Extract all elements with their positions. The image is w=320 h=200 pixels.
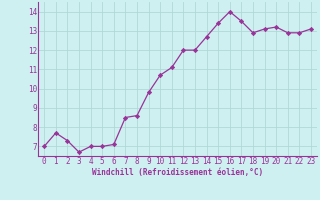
X-axis label: Windchill (Refroidissement éolien,°C): Windchill (Refroidissement éolien,°C)	[92, 168, 263, 177]
